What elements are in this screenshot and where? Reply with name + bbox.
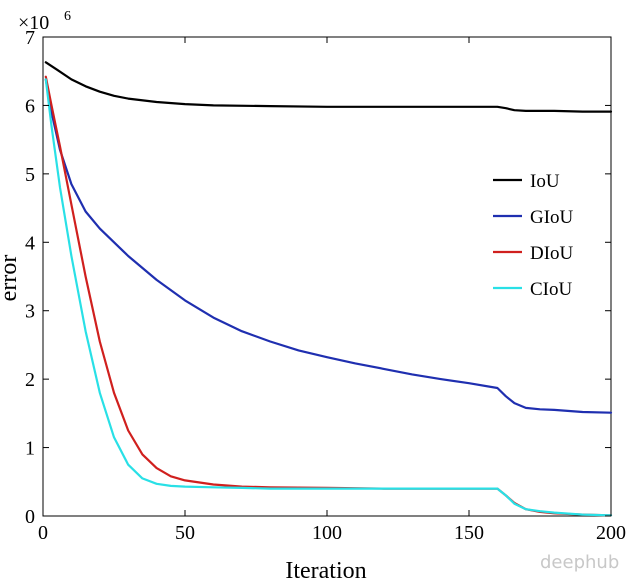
x-axis-title: Iteration (285, 558, 366, 583)
legend-label-giou: GIoU (530, 207, 574, 228)
y-tick-label: 0 (25, 506, 35, 528)
legend-label-iou: IoU (530, 171, 560, 192)
y-axis-title: error (0, 255, 22, 302)
y-multiplier-exponent: 6 (64, 9, 71, 24)
series-line-diou (44, 75, 613, 517)
plot-border (42, 36, 612, 517)
y-multiplier-label: ×10 (18, 12, 49, 34)
axis-ticks: 0 50 100 150 200 0 1 2 3 4 5 6 7 (25, 27, 626, 544)
plot-area (42, 36, 612, 517)
x-tick-label: 150 (454, 522, 484, 544)
x-tick-label: 100 (312, 522, 342, 544)
legend-label-diou: DIoU (530, 243, 574, 264)
series-lines (44, 61, 613, 517)
x-tick-label: 0 (38, 522, 48, 544)
y-tick-label: 4 (25, 232, 35, 254)
watermark: deephub (540, 552, 619, 573)
y-tick-label: 1 (25, 438, 35, 460)
x-tick-label: 200 (596, 522, 626, 544)
y-tick-label: 6 (25, 95, 35, 117)
x-tick-label: 50 (175, 522, 195, 544)
legend-label-ciou: CIoU (530, 279, 573, 300)
y-tick-label: 7 (25, 27, 35, 49)
y-tick-label: 2 (25, 369, 35, 391)
y-tick-label: 3 (25, 301, 35, 323)
series-line-ciou (44, 78, 613, 517)
legend: IoU GIoU DIoU CIoU (493, 171, 574, 300)
y-tick-label: 5 (25, 164, 35, 186)
series-line-giou (44, 78, 613, 414)
series-line-iou (44, 61, 613, 113)
